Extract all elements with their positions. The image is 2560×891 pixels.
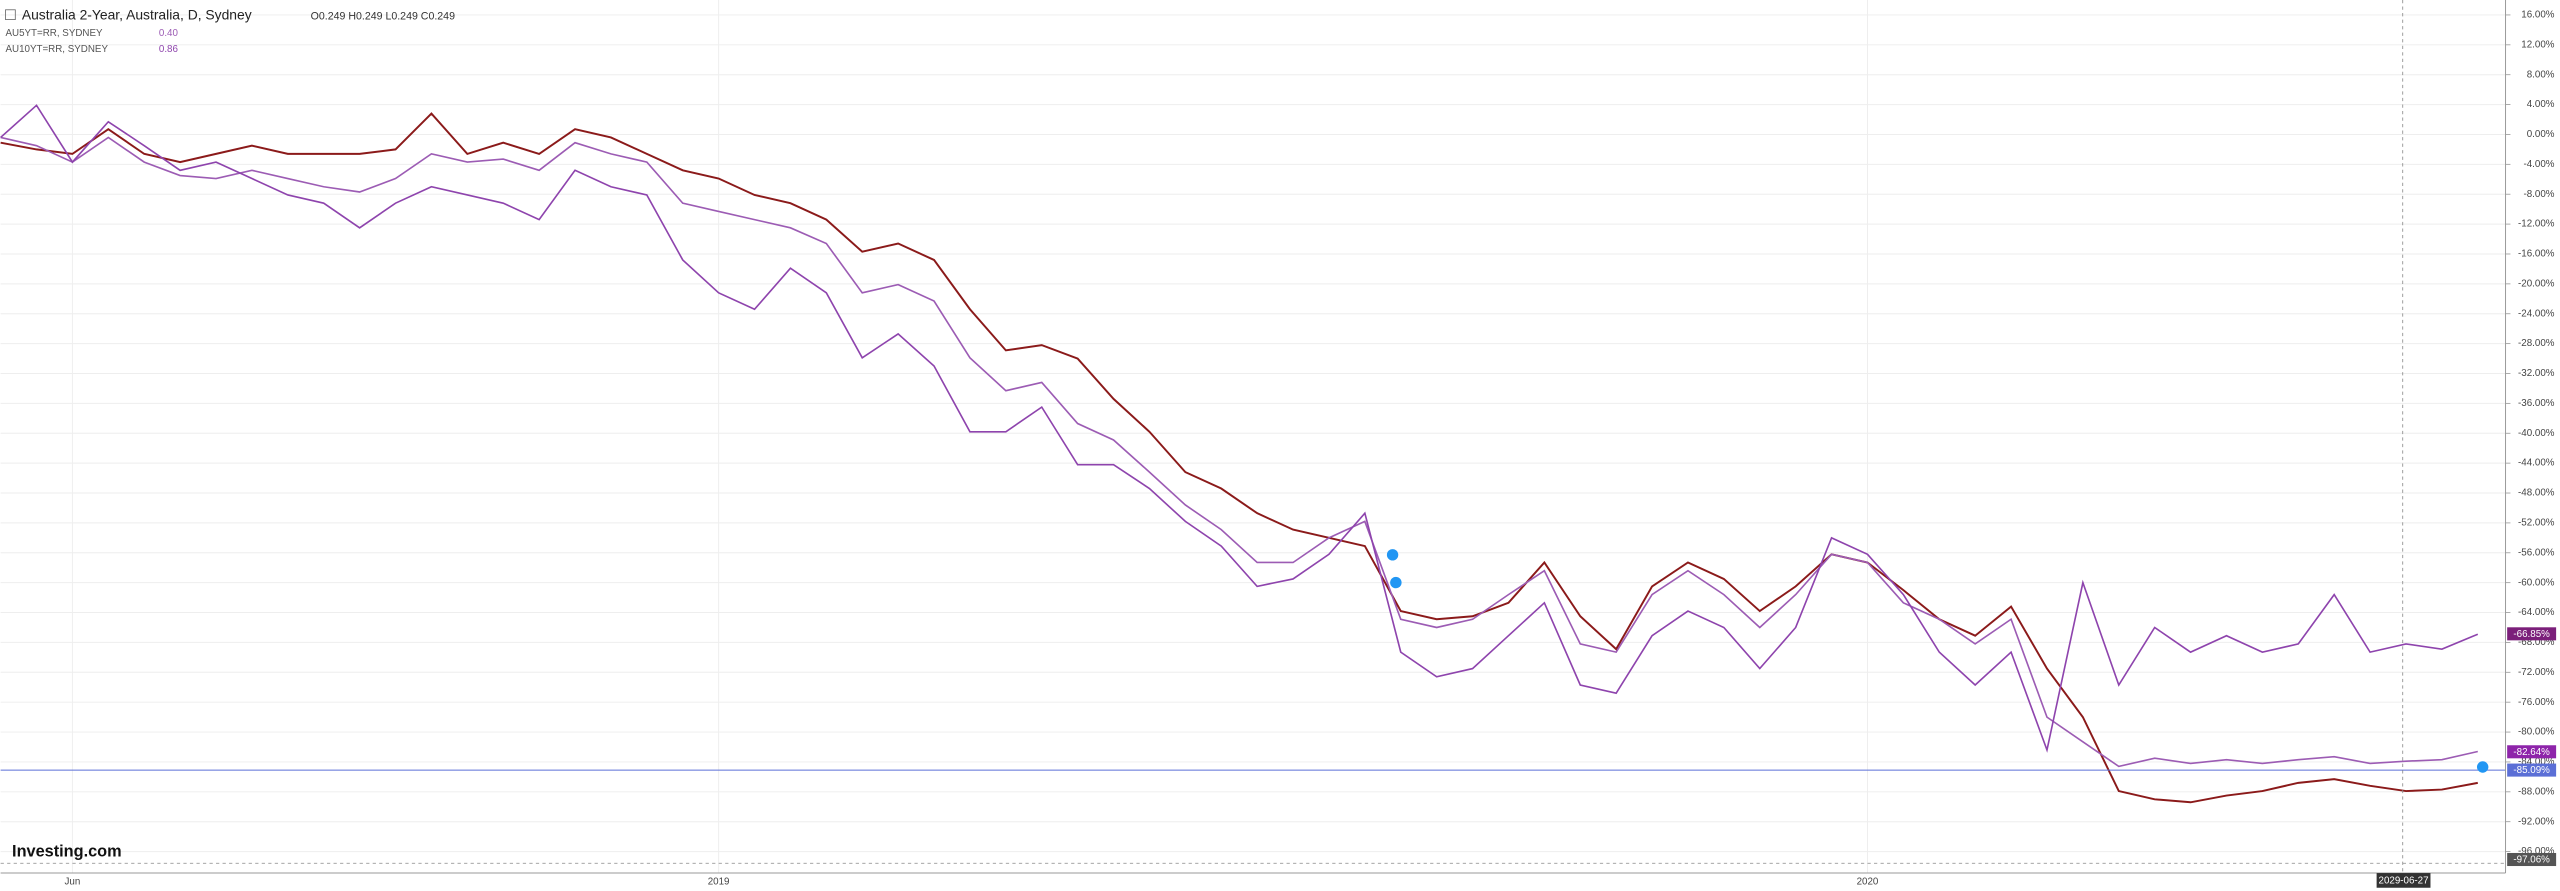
y-tick-label: -60.00% — [2518, 577, 2555, 588]
series-line — [0, 136, 2478, 768]
lines — [0, 104, 2506, 804]
y-tick-label: -88.00% — [2518, 786, 2555, 797]
y-tick-label: -52.00% — [2518, 517, 2555, 528]
price-label: -82.64% — [2513, 747, 2550, 758]
y-tick-label: -64.00% — [2518, 607, 2555, 618]
event-icon[interactable] — [1386, 549, 1399, 561]
y-tick-label: -12.00% — [2518, 219, 2555, 230]
y-tick-label: 8.00% — [2527, 69, 2555, 80]
series-line — [0, 112, 2478, 804]
y-tick-label: -76.00% — [2518, 697, 2555, 708]
x-tick-label: 2019 — [708, 876, 730, 887]
y-tick-label: -72.00% — [2518, 667, 2555, 678]
y-tick-label: -36.00% — [2518, 398, 2555, 409]
y-tick-label: -20.00% — [2518, 278, 2555, 289]
legend-title: Australia 2-Year, Australia, D, Sydney — [22, 7, 252, 23]
legend-value: 0.86 — [159, 44, 179, 55]
legend-item: AU5YT=RR, SYDNEY — [6, 28, 104, 39]
crosshair-label-bg — [2376, 873, 2431, 888]
y-tick-label: -40.00% — [2518, 428, 2555, 439]
x-tick-label: Jun — [65, 876, 81, 887]
series-line — [0, 104, 2479, 753]
event-icon[interactable] — [1390, 576, 1402, 589]
price-label-bg — [2507, 627, 2557, 641]
event-icon[interactable] — [2476, 761, 2489, 773]
legend-ohlc: O0.249 H0.249 L0.249 C0.249 — [311, 11, 455, 23]
collapse-icon[interactable] — [5, 9, 16, 20]
y-tick-label: -96.00% — [2518, 846, 2555, 857]
y-tick-label: -92.00% — [2518, 816, 2555, 827]
y-tick-label: -8.00% — [2523, 189, 2554, 200]
y-tick-label: -44.00% — [2518, 458, 2555, 469]
y-tick-label: 16.00% — [2521, 10, 2554, 21]
grid — [0, 0, 2506, 874]
y-tick-label: 0.00% — [2527, 129, 2555, 140]
price-label-bg — [2507, 852, 2557, 867]
price-label-bg — [2507, 745, 2557, 759]
legend-value: 0.40 — [159, 28, 179, 39]
y-tick-label: -84.00% — [2518, 757, 2555, 768]
logo: Investing.com — [12, 843, 122, 861]
y-tick-label: -68.00% — [2518, 637, 2555, 648]
y-tick-label: -48.00% — [2518, 488, 2555, 499]
legend-item: AU10YT=RR, SYDNEY — [6, 44, 109, 55]
y-tick-label: -24.00% — [2518, 308, 2555, 319]
price-label-bg — [2507, 763, 2557, 777]
price-label: -97.06% — [2513, 855, 2550, 866]
y-tick-label: -56.00% — [2518, 547, 2555, 558]
y-tick-label: -32.00% — [2518, 368, 2555, 379]
y-tick-label: -80.00% — [2518, 727, 2555, 738]
y-tick-label: 4.00% — [2527, 99, 2555, 110]
x-tick-label: 2020 — [1857, 876, 1879, 887]
crosshair-label: 2029-06-27 — [2379, 876, 2429, 887]
price-label: -85.09% — [2513, 765, 2550, 776]
y-tick-label: -28.00% — [2518, 338, 2555, 349]
y-tick-label: 12.00% — [2521, 39, 2554, 50]
y-tick-label: -16.00% — [2518, 249, 2555, 260]
y-tick-label: -4.00% — [2523, 159, 2554, 170]
price-label: -66.85% — [2513, 629, 2550, 640]
